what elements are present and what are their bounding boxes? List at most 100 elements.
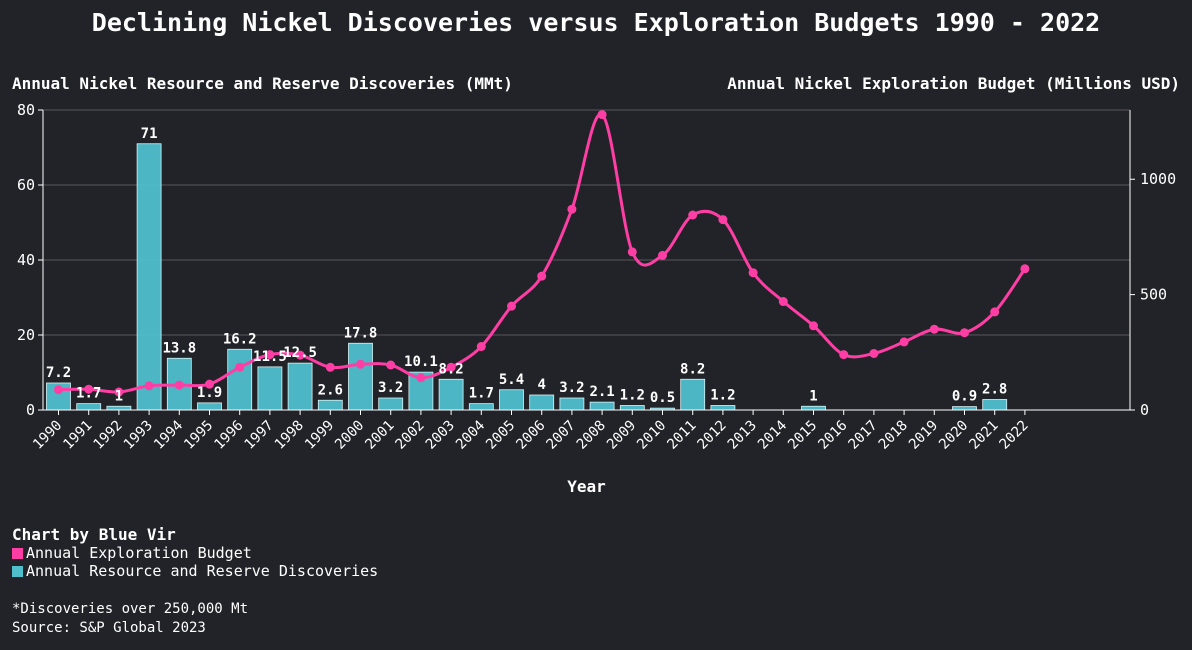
y-left-tick-label: 20 [17, 326, 35, 344]
discovery-bar [287, 362, 313, 411]
discovery-bar [438, 378, 464, 411]
bar-value-label: 1.2 [710, 388, 735, 404]
bar-value-label: 3.2 [559, 380, 584, 396]
legend: Chart by Blue Vir Annual Exploration Bud… [12, 525, 378, 580]
x-tick-label: 2012 [695, 418, 730, 453]
budget-point [114, 387, 124, 397]
discovery-bar [499, 389, 524, 411]
bar-value-label: 0.9 [952, 389, 977, 405]
x-tick-label: 2008 [574, 418, 609, 453]
bar-value-label: 8.2 [680, 361, 705, 377]
x-tick-label: 1993 [121, 418, 156, 453]
discovery-bar [197, 402, 222, 411]
x-tick-label: 1996 [211, 418, 246, 453]
budget-point [84, 384, 94, 394]
budget-point [567, 204, 577, 214]
bar-value-label: 1 [809, 388, 817, 404]
discovery-bar [378, 397, 404, 411]
x-tick-label: 2014 [755, 418, 790, 453]
budget-point [446, 362, 456, 372]
budget-point [537, 271, 547, 281]
x-tick-label: 2011 [664, 418, 699, 453]
budget-point [990, 307, 1000, 317]
x-tick-label: 2020 [936, 418, 971, 453]
x-tick-label: 2005 [483, 418, 518, 453]
budget-point [960, 328, 969, 338]
bar-value-label: 1.9 [197, 385, 222, 401]
x-axis-title: Year [567, 477, 606, 496]
budget-point [295, 350, 305, 360]
discovery-bar [619, 405, 645, 411]
x-tick-label: 2004 [453, 418, 488, 453]
bar-value-label: 10.1 [404, 354, 438, 370]
discovery-bar [136, 143, 162, 411]
bar-value-label: 1.7 [469, 386, 494, 402]
bar-value-label: 17.8 [344, 325, 378, 341]
bar-value-label: 0.5 [650, 390, 675, 406]
budget-point [476, 342, 486, 352]
right-axis-title: Annual Nickel Exploration Budget (Millio… [727, 74, 1180, 93]
bar-value-label: 2.8 [982, 382, 1007, 398]
budget-point [627, 247, 637, 257]
budget-point [54, 385, 63, 395]
y-right-tick-label: 0 [1140, 401, 1149, 419]
budget-point [839, 350, 849, 360]
y-left-tick-label: 60 [17, 176, 35, 194]
discovery-bar [106, 405, 132, 411]
bar-value-label: 3.2 [378, 380, 403, 396]
budget-point [144, 381, 154, 391]
footnote: *Discoveries over 250,000 Mt [12, 601, 249, 617]
discovery-bar [952, 406, 977, 411]
x-tick-label: 1999 [302, 418, 337, 453]
x-tick-label: 1994 [151, 418, 186, 453]
discovery-bar [982, 399, 1008, 411]
budget-point [416, 373, 426, 383]
budget-line [58, 113, 1027, 394]
budget-point [929, 324, 939, 334]
budget-point [718, 215, 728, 225]
x-tick-label: 2022 [997, 418, 1032, 453]
budget-point [778, 297, 788, 307]
x-tick-label: 2000 [332, 418, 367, 453]
budget-point [386, 360, 396, 370]
x-tick-label: 2019 [906, 418, 941, 453]
bar-value-label: 16.2 [223, 331, 257, 347]
x-tick-label: 1998 [272, 418, 307, 453]
x-tick-label: 1995 [181, 418, 216, 453]
left-axis-title: Annual Nickel Resource and Reserve Disco… [12, 74, 513, 93]
x-tick-label: 2003 [423, 418, 458, 453]
bar-value-label: 12.5 [283, 345, 317, 361]
bar-value-label: 1 [115, 388, 123, 404]
budget-point [688, 210, 698, 220]
x-tick-label: 2007 [544, 418, 579, 453]
bar-value-label: 2.1 [589, 384, 614, 400]
budget-point [658, 250, 667, 260]
y-left-tick-label: 40 [17, 251, 35, 269]
bar-value-label: 7.2 [46, 365, 71, 381]
x-tick-label: 2009 [604, 418, 639, 453]
budget-point [597, 110, 607, 120]
budget-point [325, 362, 335, 372]
x-tick-label: 2015 [785, 418, 820, 453]
legend-label-discoveries: Annual Resource and Reserve Discoveries [26, 562, 379, 580]
budget-point [1020, 264, 1030, 274]
y-right-tick-label: 1000 [1140, 170, 1176, 188]
legend-item-budget: Annual Exploration Budget [12, 544, 378, 562]
x-tick-label: 2010 [634, 418, 669, 453]
legend-label-budget: Annual Exploration Budget [26, 544, 252, 562]
discovery-bar [468, 403, 494, 411]
y-right-tick-label: 500 [1140, 286, 1167, 304]
discovery-bar [227, 348, 253, 411]
budget-point [174, 380, 184, 390]
discovery-bar [76, 403, 102, 411]
x-tick-label: 2001 [362, 418, 397, 453]
legend-swatch-budget [12, 547, 23, 559]
budget-point [205, 379, 214, 389]
bar-value-label: 1.2 [620, 388, 645, 404]
bar-value-label: 71 [141, 126, 158, 142]
budget-point [869, 348, 879, 358]
discovery-bar [559, 397, 585, 411]
y-left-tick-label: 80 [17, 101, 35, 119]
discovery-bar [589, 401, 615, 411]
